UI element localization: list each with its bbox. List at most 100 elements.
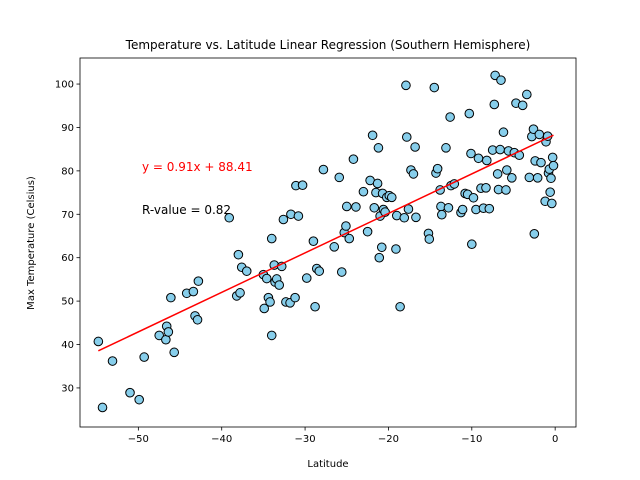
data-point (297, 180, 308, 190)
data-point (386, 192, 397, 203)
x-tick-label: 0 (552, 434, 558, 445)
data-point (498, 127, 509, 138)
axis-ticks: −50 −40 −30 −20 −10 0 30 40 50 60 70 80 90 100 (55, 80, 558, 445)
data-point (235, 288, 245, 298)
data-point (501, 185, 511, 195)
data-point (489, 99, 500, 110)
data-point (411, 212, 421, 223)
x-tick-label: −10 (461, 434, 482, 445)
data-point (399, 212, 410, 223)
data-point (401, 80, 411, 91)
y-tick-label: 50 (61, 297, 74, 308)
data-point (329, 242, 340, 252)
data-point (408, 169, 419, 179)
data-point (344, 233, 355, 244)
data-point (517, 100, 528, 111)
data-point (436, 209, 447, 220)
y-tick-label: 70 (61, 210, 74, 221)
data-point (445, 112, 455, 122)
data-point (341, 201, 352, 212)
data-point (395, 301, 405, 312)
data-point (532, 173, 543, 183)
data-point (314, 266, 325, 276)
data-point (139, 352, 149, 362)
data-point (301, 273, 312, 283)
data-point (536, 157, 546, 168)
regression-equation: y = 0.91x + 88.41 (142, 160, 253, 174)
data-point (492, 169, 503, 179)
data-point (154, 330, 164, 341)
data-point (507, 173, 517, 183)
data-point (358, 186, 369, 197)
y-tick-label: 60 (61, 253, 74, 264)
data-point (424, 234, 435, 244)
data-point (318, 164, 329, 175)
data-point (97, 402, 108, 413)
data-point (134, 394, 144, 405)
y-tick-label: 40 (61, 340, 74, 351)
x-tick-label: −30 (295, 434, 316, 445)
data-point (224, 212, 235, 223)
data-point (161, 334, 171, 345)
data-point (495, 144, 505, 155)
y-axis-label: Max Temperature (Celsius) (26, 176, 37, 310)
data-point (274, 280, 285, 290)
data-point (293, 211, 304, 221)
x-tick-label: −50 (128, 434, 149, 445)
data-point (502, 165, 512, 175)
data-point (496, 75, 506, 85)
y-tick-label: 90 (61, 123, 74, 134)
data-point (259, 303, 270, 314)
data-point (107, 356, 118, 366)
data-point (522, 89, 532, 100)
data-point (401, 132, 412, 142)
data-point (266, 330, 277, 341)
data-point (348, 154, 359, 164)
data-point (241, 266, 252, 276)
data-point (336, 267, 347, 277)
data-point (410, 142, 420, 152)
data-point (468, 192, 479, 203)
data-point (534, 129, 545, 140)
data-point (93, 336, 104, 347)
data-point (266, 233, 277, 244)
data-point (391, 244, 401, 254)
data-point (403, 204, 414, 214)
data-point (169, 347, 179, 358)
data-point (233, 249, 244, 260)
data-point (278, 214, 289, 225)
data-point (163, 327, 174, 337)
data-point (441, 143, 451, 153)
data-point (529, 229, 540, 239)
data-point (482, 155, 492, 166)
data-point (334, 172, 345, 183)
data-point (362, 226, 373, 237)
data-point (374, 252, 385, 263)
data-point (432, 163, 443, 174)
data-point (464, 108, 475, 119)
data-point (547, 198, 557, 209)
data-point (341, 221, 351, 231)
data-point (367, 130, 378, 141)
x-tick-label: −20 (378, 434, 399, 445)
data-point (429, 82, 440, 93)
r-value-label: R-value = 0.82 (142, 203, 231, 217)
data-point (548, 160, 559, 171)
y-tick-label: 30 (61, 383, 74, 394)
data-point (372, 178, 383, 189)
data-point (351, 202, 361, 212)
data-point (265, 297, 275, 307)
data-point (547, 152, 558, 163)
regression-line-group (98, 134, 554, 352)
data-point (545, 187, 555, 197)
data-point (290, 292, 300, 303)
data-point (376, 242, 387, 253)
data-point (193, 276, 204, 286)
regression-line (98, 134, 554, 352)
data-point (466, 239, 477, 250)
data-point (261, 273, 272, 284)
data-point (188, 286, 199, 297)
data-point (166, 292, 176, 303)
